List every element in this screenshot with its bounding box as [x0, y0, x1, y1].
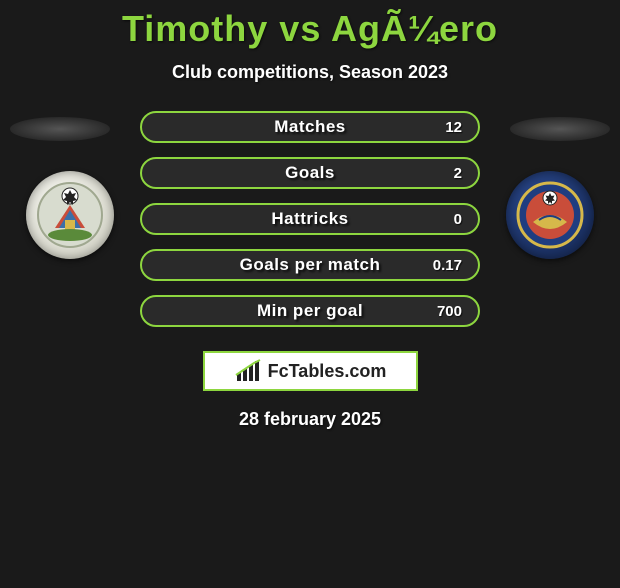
stat-label: Goals [142, 163, 478, 183]
club-crest-right-icon [515, 180, 585, 250]
stat-right-value: 700 [432, 303, 462, 320]
stat-right-value: 2 [432, 165, 462, 182]
comparison-area: Matches 12 Goals 2 Hattricks 0 Goals per… [0, 111, 620, 430]
date-text: 28 february 2025 [0, 409, 620, 430]
stat-row-goals-per-match: Goals per match 0.17 [140, 249, 480, 281]
stat-label: Goals per match [142, 255, 478, 275]
page-title: Timothy vs AgÃ¼ero [0, 8, 620, 50]
club-badge-right [506, 171, 594, 259]
player-shadow-right [510, 117, 610, 141]
player-shadow-left [10, 117, 110, 141]
stats-list: Matches 12 Goals 2 Hattricks 0 Goals per… [140, 111, 480, 327]
bar-chart-icon [234, 359, 262, 383]
stat-row-goals: Goals 2 [140, 157, 480, 189]
club-crest-left-icon [35, 180, 105, 250]
stat-row-hattricks: Hattricks 0 [140, 203, 480, 235]
brand-badge[interactable]: FcTables.com [203, 351, 418, 391]
stat-right-value: 0 [432, 211, 462, 228]
stat-row-min-per-goal: Min per goal 700 [140, 295, 480, 327]
club-badge-left [26, 171, 114, 259]
stat-label: Matches [142, 117, 478, 137]
stat-label: Min per goal [142, 301, 478, 321]
stat-label: Hattricks [142, 209, 478, 229]
subtitle: Club competitions, Season 2023 [0, 62, 620, 83]
stat-row-matches: Matches 12 [140, 111, 480, 143]
brand-label: FcTables.com [268, 361, 387, 382]
stat-right-value: 0.17 [432, 257, 462, 274]
stat-right-value: 12 [432, 119, 462, 136]
